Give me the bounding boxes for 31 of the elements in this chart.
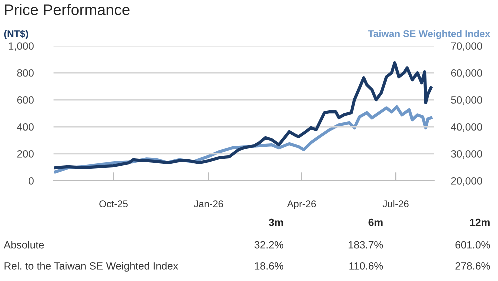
y2-tick-label: 70,000	[451, 42, 482, 52]
text: 110.6%	[350, 262, 384, 270]
y-axis-title: (NT$)	[4, 30, 28, 40]
x-tick-label: Oct-25	[100, 200, 128, 208]
text: 12m	[470, 218, 490, 226]
text: 183.7%	[348, 241, 384, 249]
text: Absolute	[4, 241, 44, 249]
y-tick-label: 800	[17, 70, 34, 77]
text: Rel. to the Taiwan SE Weighted Index	[4, 262, 178, 272]
x-tick-label: Apr-26	[287, 200, 316, 210]
text: 3m	[269, 218, 284, 226]
y-tick-label: 0	[28, 177, 34, 185]
y-tick-label: 200	[17, 150, 34, 158]
text: 18.6%	[255, 262, 284, 270]
y2-axis-title: Taiwan SE Weighted Index	[368, 30, 490, 40]
chart-title: Price Performance	[5, 4, 130, 16]
y-tick-label: 400	[17, 124, 34, 131]
text: 278.6%	[456, 262, 490, 270]
line-series	[54, 62, 433, 170]
x-tick-label: Jul-26	[382, 200, 409, 208]
y-tick-label: 1,000	[9, 42, 34, 52]
y2-tick-label: 40,000	[451, 124, 482, 132]
y-tick-label: 600	[17, 96, 34, 104]
y2-tick-label: 50,000	[451, 96, 482, 106]
y2-tick-label: 20,000	[451, 177, 482, 186]
text: 601.0%	[456, 241, 490, 249]
x-tick-label: Jan-26	[194, 200, 224, 208]
text: 6m	[368, 218, 383, 226]
y2-tick-label: 60,000	[451, 70, 482, 78]
text: 32.2%	[254, 241, 284, 249]
y2-tick-label: 30,000	[451, 150, 482, 160]
